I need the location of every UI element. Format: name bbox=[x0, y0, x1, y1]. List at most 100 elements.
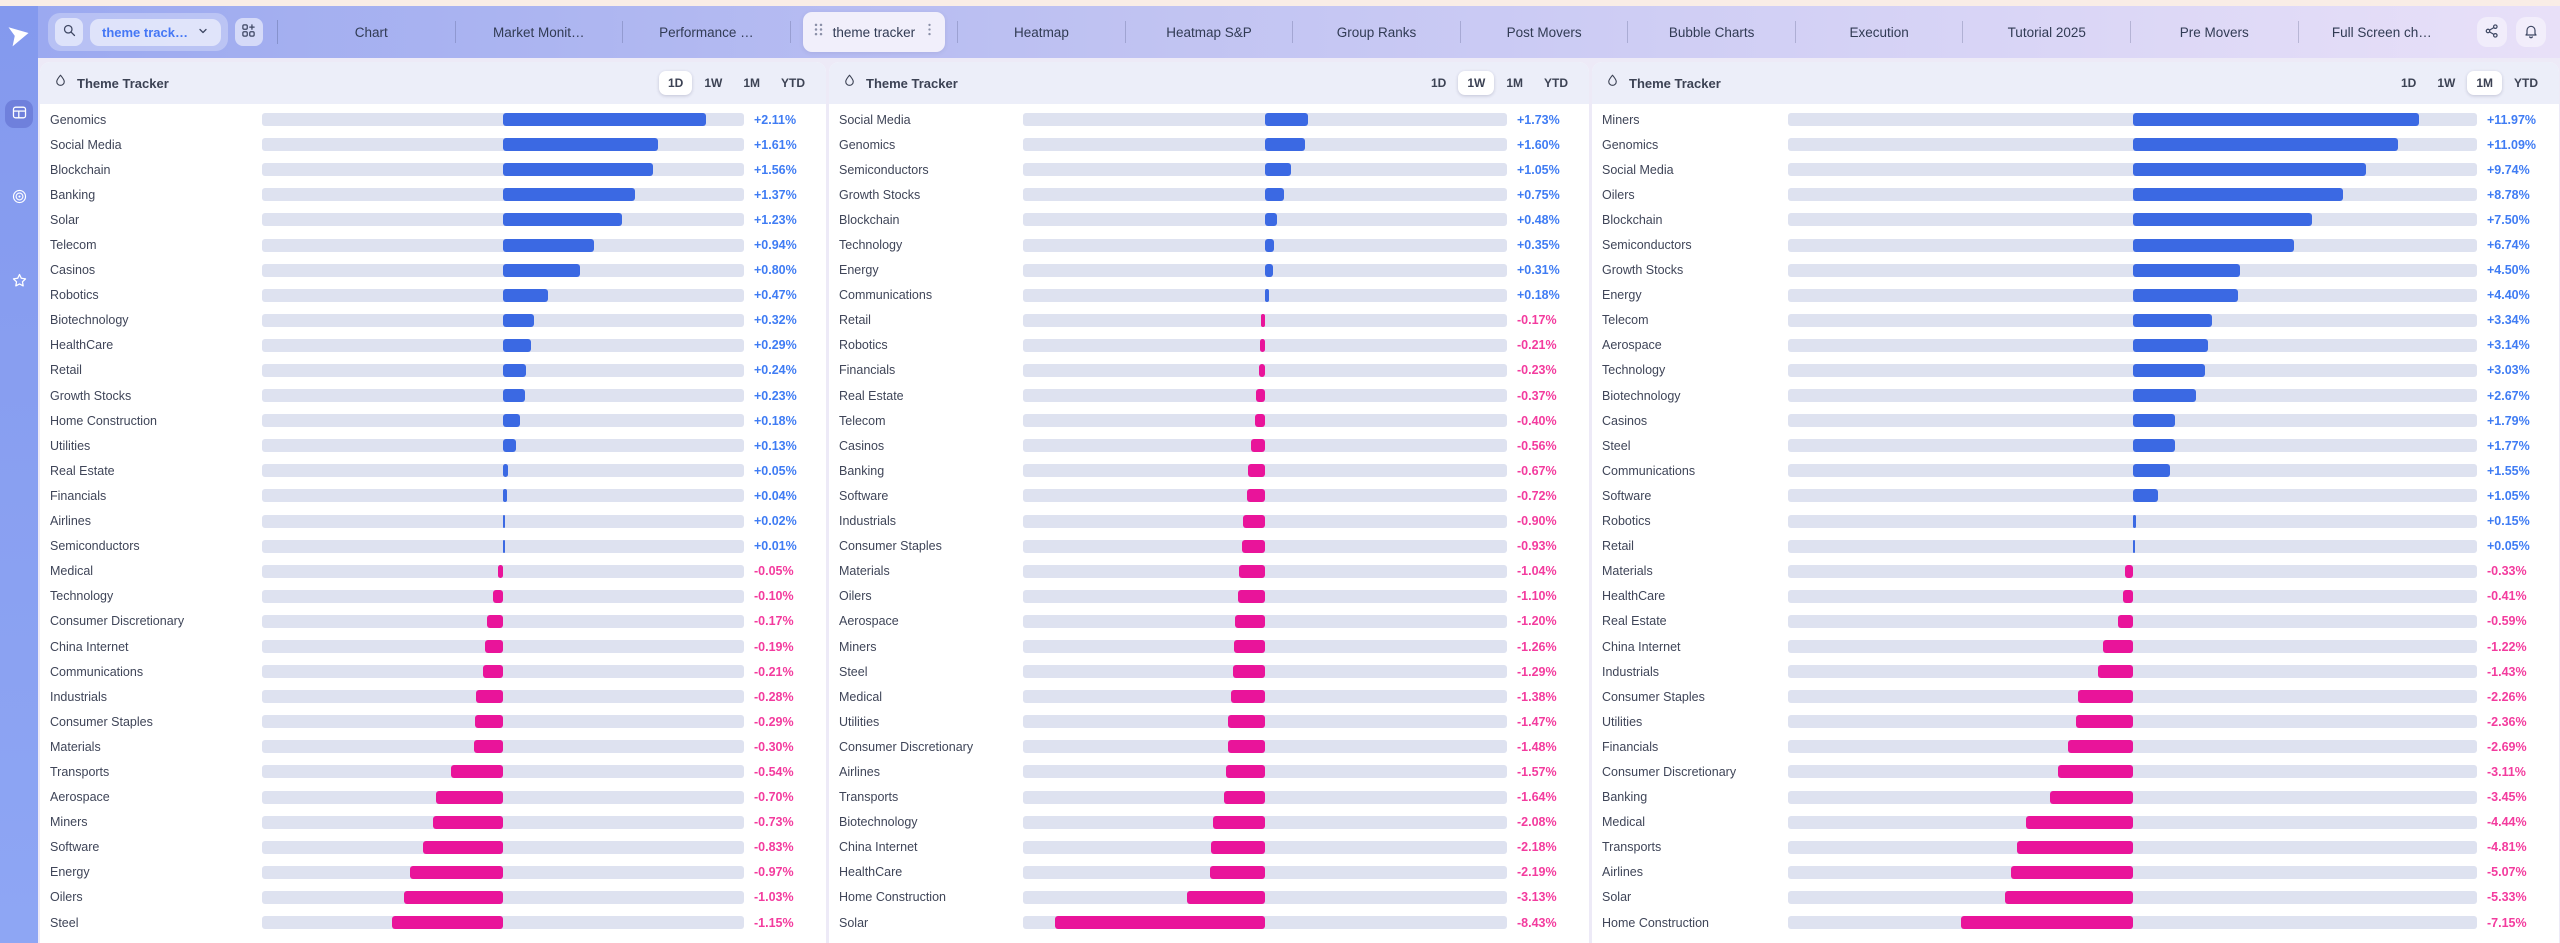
period-button-1m[interactable]: 1M bbox=[2467, 71, 2502, 95]
sidebar-item-target[interactable] bbox=[5, 184, 33, 212]
value-label: +2.11% bbox=[754, 112, 797, 127]
period-button-ytd[interactable]: YTD bbox=[1535, 71, 1577, 95]
theme-row: Blockchain +1.56% bbox=[40, 157, 826, 182]
add-layout-button[interactable] bbox=[234, 18, 263, 46]
nav-tab-group-ranks[interactable]: Group Ranks bbox=[1293, 6, 1460, 58]
theme-row: Solar -8.43% bbox=[829, 910, 1589, 935]
sidebar-item-favorites[interactable] bbox=[5, 268, 33, 296]
period-button-1d[interactable]: 1D bbox=[2392, 71, 2425, 95]
theme-row: Real Estate +0.05% bbox=[40, 458, 826, 483]
theme-row: Materials -1.04% bbox=[829, 559, 1589, 584]
bar-track bbox=[1023, 213, 1507, 227]
nav-tab-chart[interactable]: Chart bbox=[288, 6, 455, 58]
theme-label: Robotics bbox=[839, 338, 888, 353]
period-button-1w[interactable]: 1W bbox=[695, 71, 731, 95]
theme-label: Technology bbox=[1602, 363, 1666, 378]
bar bbox=[503, 263, 581, 277]
nav-tab-full-screen-ch[interactable]: Full Screen ch… bbox=[2299, 6, 2466, 58]
value-label: +9.74% bbox=[2487, 162, 2530, 177]
share-button[interactable] bbox=[2477, 17, 2507, 47]
period-button-1w[interactable]: 1W bbox=[2428, 71, 2464, 95]
period-button-ytd[interactable]: YTD bbox=[772, 71, 814, 95]
bar bbox=[392, 916, 503, 930]
theme-label: Software bbox=[839, 488, 889, 503]
theme-label: Growth Stocks bbox=[1602, 263, 1684, 278]
nav-tab-market-monit[interactable]: Market Monit… bbox=[456, 6, 623, 58]
nav-tab-heatmap[interactable]: Heatmap bbox=[958, 6, 1125, 58]
panel-header: Theme Tracker 1D 1W 1M YTD bbox=[829, 62, 1589, 104]
period-button-1d[interactable]: 1D bbox=[1422, 71, 1455, 95]
bar-track bbox=[262, 539, 744, 553]
theme-label: Banking bbox=[50, 187, 96, 202]
bar-track bbox=[1788, 213, 2477, 227]
value-label: -0.17% bbox=[754, 614, 794, 629]
bar bbox=[409, 865, 503, 879]
bar-track bbox=[1023, 313, 1507, 327]
value-label: -2.69% bbox=[2487, 739, 2527, 754]
period-button-1d[interactable]: 1D bbox=[658, 71, 693, 95]
bar bbox=[503, 338, 531, 352]
bar-track bbox=[1788, 840, 2477, 854]
value-label: -1.48% bbox=[1517, 739, 1557, 754]
theme-row: Real Estate -0.59% bbox=[1592, 609, 2559, 634]
bar-track bbox=[1788, 263, 2477, 277]
nav-tab-pre-movers[interactable]: Pre Movers bbox=[2131, 6, 2298, 58]
nav-tab-heatmap-s-p[interactable]: Heatmap S&P bbox=[1126, 6, 1293, 58]
theme-label: Software bbox=[50, 840, 100, 855]
period-button-ytd[interactable]: YTD bbox=[2505, 71, 2547, 95]
panel-header: Theme Tracker 1D 1W 1M YTD bbox=[40, 62, 826, 104]
theme-row: Biotechnology -2.08% bbox=[829, 810, 1589, 835]
theme-label: Technology bbox=[50, 589, 114, 604]
theme-label: Steel bbox=[1602, 438, 1631, 453]
bar bbox=[1265, 163, 1292, 177]
notifications-button[interactable] bbox=[2516, 17, 2546, 47]
value-label: +1.23% bbox=[754, 212, 797, 227]
value-label: -1.10% bbox=[1517, 589, 1557, 604]
value-label: -0.28% bbox=[754, 689, 794, 704]
theme-row: Blockchain +7.50% bbox=[1592, 207, 2559, 232]
nav-tab-execution[interactable]: Execution bbox=[1796, 6, 1963, 58]
bar bbox=[1255, 414, 1265, 428]
bar bbox=[2122, 589, 2133, 603]
theme-row: Utilities +0.13% bbox=[40, 433, 826, 458]
bar-track bbox=[1023, 665, 1507, 679]
layout-dropdown[interactable]: theme track… bbox=[90, 18, 221, 46]
value-label: -0.21% bbox=[754, 664, 794, 679]
bar bbox=[423, 840, 503, 854]
period-button-1w[interactable]: 1W bbox=[1458, 71, 1495, 95]
theme-row: Genomics +1.60% bbox=[829, 132, 1589, 157]
bar-track bbox=[1023, 389, 1507, 403]
bar-track bbox=[262, 890, 744, 904]
theme-row: Materials -0.30% bbox=[40, 734, 826, 759]
bar-track bbox=[1788, 113, 2477, 127]
bar-track bbox=[1023, 288, 1507, 302]
period-button-1m[interactable]: 1M bbox=[1497, 71, 1532, 95]
value-label: +0.18% bbox=[754, 413, 797, 428]
theme-label: Solar bbox=[50, 212, 80, 227]
bar-track bbox=[1023, 790, 1507, 804]
value-label: -0.23% bbox=[1517, 363, 1557, 378]
theme-row: Aerospace -0.70% bbox=[40, 785, 826, 810]
value-label: -0.72% bbox=[1517, 488, 1557, 503]
bar bbox=[2017, 840, 2133, 854]
nav-tab-performance[interactable]: Performance … bbox=[623, 6, 790, 58]
grid-plus-icon bbox=[241, 23, 256, 41]
theme-label: Materials bbox=[50, 739, 101, 754]
theme-label: Consumer Discretionary bbox=[50, 614, 185, 629]
search-button[interactable] bbox=[55, 18, 83, 46]
period-buttons: 1D 1W 1M YTD bbox=[1422, 71, 1577, 95]
window-top-strip bbox=[0, 0, 2560, 6]
sidebar-item-dashboards[interactable] bbox=[5, 100, 33, 128]
panel-rows: Miners +11.97% Genomics +11.09% Social M… bbox=[1592, 104, 2559, 943]
bar bbox=[1255, 389, 1265, 403]
nav-tab-bubble-charts[interactable]: Bubble Charts bbox=[1628, 6, 1795, 58]
value-label: -0.70% bbox=[754, 790, 794, 805]
nav-tab-tutorial-2025[interactable]: Tutorial 2025 bbox=[1963, 6, 2130, 58]
nav-tab-post-movers[interactable]: Post Movers bbox=[1461, 6, 1628, 58]
tab-kebab-icon[interactable] bbox=[924, 22, 935, 42]
theme-row: Semiconductors +0.01% bbox=[40, 534, 826, 559]
period-button-1m[interactable]: 1M bbox=[734, 71, 769, 95]
nav-tab-theme-tracker[interactable]: theme tracker bbox=[791, 6, 958, 58]
top-navbar: theme track… Chart Market Monit… Perform… bbox=[38, 6, 2560, 58]
bar-track bbox=[1788, 890, 2477, 904]
